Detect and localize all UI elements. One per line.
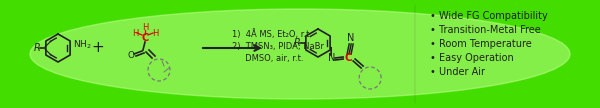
Text: H: H [132, 29, 138, 37]
Text: • Wide FG Compatibility: • Wide FG Compatibility [430, 11, 548, 21]
Ellipse shape [30, 9, 570, 99]
Text: +: + [92, 40, 104, 56]
Text: NH$_2$: NH$_2$ [73, 39, 92, 51]
Text: H: H [142, 24, 148, 33]
Text: • Transition-Metal Free: • Transition-Metal Free [430, 25, 541, 35]
Text: • Under Air: • Under Air [430, 67, 485, 77]
Text: • Easy Operation: • Easy Operation [430, 53, 514, 63]
Text: N: N [328, 53, 336, 63]
Text: N: N [347, 33, 355, 43]
Text: O: O [128, 52, 134, 60]
Text: R: R [294, 38, 301, 48]
Text: DMSO, air, r.t.: DMSO, air, r.t. [232, 53, 304, 63]
Text: C: C [142, 33, 149, 43]
Text: H: H [152, 29, 158, 37]
Text: • Room Temperature: • Room Temperature [430, 39, 532, 49]
Text: C: C [344, 53, 352, 63]
Text: 2)  TMSN₃, PIDA, NaBr: 2) TMSN₃, PIDA, NaBr [232, 41, 324, 51]
Text: R: R [34, 43, 41, 53]
Text: 1)  4Å MS, Et₂O, r.t.: 1) 4Å MS, Et₂O, r.t. [232, 29, 312, 39]
